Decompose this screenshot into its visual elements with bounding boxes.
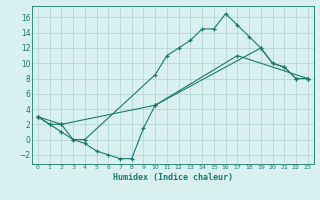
X-axis label: Humidex (Indice chaleur): Humidex (Indice chaleur) [113,173,233,182]
